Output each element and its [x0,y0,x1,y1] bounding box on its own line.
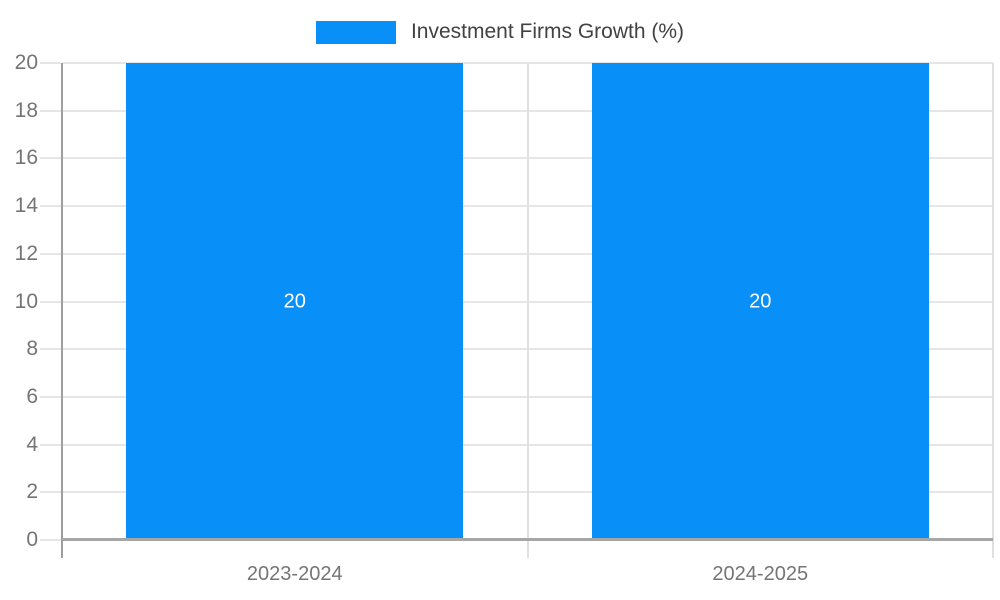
x-axis-line [62,538,993,541]
y-tick-mark [40,157,61,160]
y-tick-label: 10 [14,289,38,313]
x-tick-label: 2023-2024 [246,563,343,585]
y-tick-label: 20 [14,51,38,74]
y-tick-label: 14 [14,194,38,218]
y-tick-mark [40,539,61,541]
y-tick-mark [40,395,61,398]
bar[interactable]: 20 [591,63,929,540]
y-tick-label: 0 [26,528,38,551]
y-tick-label: 16 [14,146,38,170]
legend: Investment Firms Growth (%) [0,14,1000,50]
plot-area: 20 20 [62,62,994,558]
y-tick-mark [40,348,61,351]
y-tick-label: 18 [14,98,38,122]
bar[interactable]: 20 [126,63,464,540]
y-tick-mark [40,491,61,494]
bar-value-label: 20 [749,290,772,312]
category-divider [992,63,994,558]
y-axis-line [61,63,63,558]
y-tick-label: 2 [26,480,38,504]
category-divider [526,63,529,558]
y-tick-mark [40,252,61,255]
y-tick-label: 12 [14,241,38,265]
bar-value-label: 20 [283,290,306,312]
y-tick-mark [40,109,61,112]
y-tick-mark [40,300,61,303]
y-tick-mark [40,205,61,208]
y-tick-label: 4 [26,432,38,456]
y-tick-label: 8 [26,337,38,361]
y-tick-mark [40,443,61,446]
legend-swatch [315,20,396,44]
y-tick-mark [40,62,61,64]
x-tick-label: 2024-2025 [712,563,809,585]
y-tick-label: 6 [26,384,38,408]
legend-label: Investment Firms Growth (%) [410,20,685,43]
